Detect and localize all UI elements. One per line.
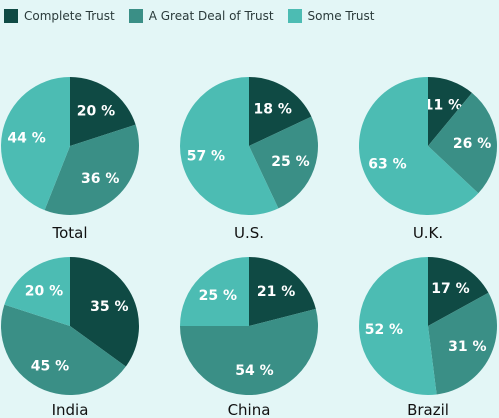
pie-title-india: India [52, 401, 89, 418]
pie-slice-u-k-some-trust [358, 77, 479, 215]
legend-swatch-great-deal-of-trust [128, 9, 143, 23]
legend-label-complete-trust: Complete Trust [24, 9, 115, 23]
data-label-total-some-trust: 44 % [7, 131, 45, 147]
data-label-china-a-great-deal-of-trust: 54 % [235, 363, 273, 379]
pie-u-k: 11 % 26 % 63 % U.K. [358, 77, 498, 242]
pie-title-brazil: Brazil [407, 401, 449, 418]
data-label-china-complete-trust: 21 % [257, 284, 295, 300]
pie-slice-china-some-trust [180, 257, 249, 326]
pie-title-u-s: U.S. [234, 224, 264, 242]
pie-slice-china-a-great-deal-of-trust [180, 308, 318, 396]
data-label-india-some-trust: 20 % [25, 283, 63, 299]
legend-swatch-complete-trust [4, 9, 18, 23]
pie-slice-total-a-great-deal-of-trust [44, 124, 139, 215]
pie-slice-u-s-complete-trust [249, 77, 312, 146]
pie-brazil: 17 % 31 % 52 % Brazil [359, 257, 498, 418]
pie-slice-u-k-complete-trust [428, 77, 472, 146]
pie-china: 21 % 54 % 25 % China [180, 257, 318, 418]
pie-title-u-k: U.K. [413, 224, 443, 242]
pie-slice-brazil-some-trust [359, 257, 437, 395]
legend-label-some-trust: Some Trust [307, 9, 375, 23]
pie-slice-total-some-trust [1, 77, 70, 211]
pie-title-china: China [228, 401, 271, 418]
pie-slice-brazil-complete-trust [428, 257, 489, 326]
data-label-total-complete-trust: 20 % [77, 103, 115, 119]
legend-item-great-deal-of-trust: A Great Deal of Trust [128, 9, 274, 23]
pie-slice-u-s-a-great-deal-of-trust [249, 116, 318, 209]
data-label-brazil-a-great-deal-of-trust: 31 % [448, 339, 486, 355]
pie-slice-china-complete-trust [249, 257, 316, 326]
data-label-u-k-a-great-deal-of-trust: 26 % [453, 136, 491, 152]
data-label-u-s-complete-trust: 18 % [254, 102, 292, 118]
data-label-u-s-some-trust: 57 % [187, 149, 225, 165]
legend-item-complete-trust: Complete Trust [4, 9, 115, 23]
pie-slice-india-a-great-deal-of-trust [1, 304, 126, 395]
data-label-u-s-a-great-deal-of-trust: 25 % [271, 154, 309, 170]
pie-slice-total-complete-trust [70, 77, 136, 146]
legend-label-great-deal-of-trust: A Great Deal of Trust [148, 9, 274, 23]
data-label-brazil-complete-trust: 17 % [431, 281, 469, 297]
pie-india: 35 % 45 % 20 % India [1, 257, 139, 418]
pie-slice-u-k-a-great-deal-of-trust [428, 92, 498, 194]
data-label-india-complete-trust: 35 % [90, 299, 128, 315]
pie-title-total: Total [51, 224, 87, 242]
legend-item-some-trust: Some Trust [287, 9, 375, 23]
legend-swatch-some-trust [287, 9, 302, 23]
data-label-u-k-some-trust: 63 % [368, 157, 406, 173]
pie-slice-u-s-some-trust [179, 76, 279, 215]
pie-slice-india-complete-trust [70, 257, 139, 367]
legend: Complete Trust A Great Deal of Trust Som… [4, 6, 388, 26]
data-label-u-k-complete-trust: 11 % [424, 98, 462, 114]
pie-total: 20 % 36 % 44 % Total [1, 77, 139, 242]
data-label-china-some-trust: 25 % [199, 288, 237, 304]
pie-u-s: 18 % 25 % 57 % U.S. [179, 76, 318, 242]
data-label-brazil-some-trust: 52 % [365, 322, 403, 338]
pie-slice-brazil-a-great-deal-of-trust [428, 292, 498, 395]
data-label-india-a-great-deal-of-trust: 45 % [31, 358, 69, 374]
pie-slice-india-some-trust [4, 257, 71, 326]
data-label-total-a-great-deal-of-trust: 36 % [81, 171, 119, 187]
